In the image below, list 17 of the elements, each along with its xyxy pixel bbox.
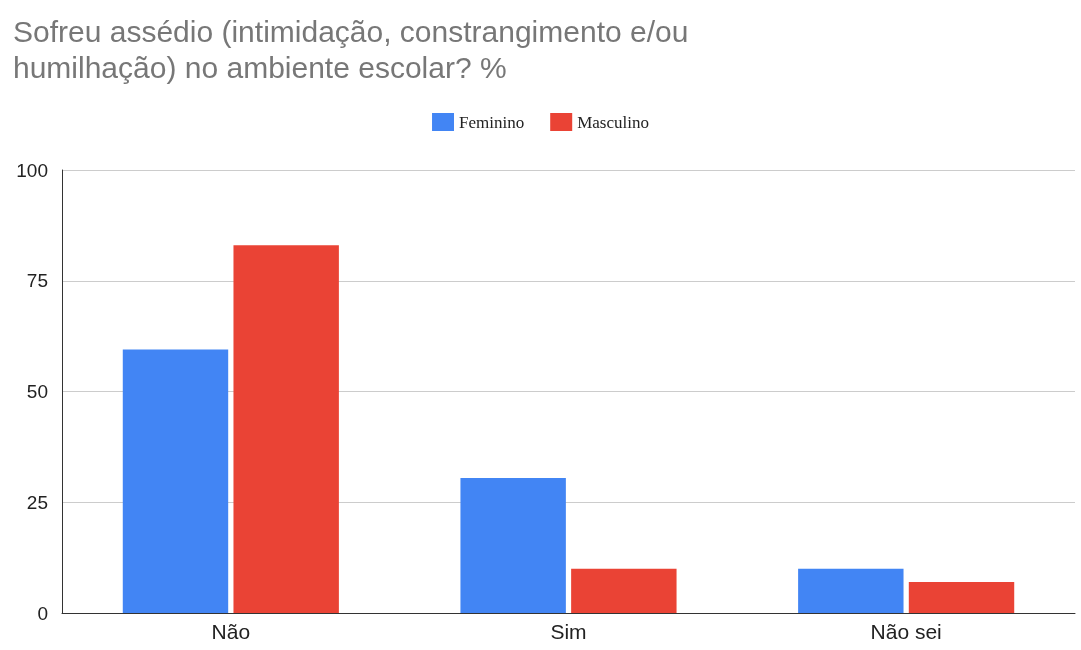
y-tick-label: 50 bbox=[26, 381, 48, 402]
x-tick-label: Não bbox=[211, 620, 251, 643]
bar bbox=[798, 568, 904, 613]
bar bbox=[908, 581, 1015, 613]
legend-label: Masculino bbox=[577, 112, 649, 132]
bar bbox=[460, 477, 566, 613]
y-tick-label: 25 bbox=[26, 491, 48, 513]
legend-label: Feminino bbox=[459, 112, 525, 132]
x-tick-label: Sim bbox=[550, 620, 587, 643]
bar bbox=[122, 349, 229, 613]
bar bbox=[233, 245, 339, 613]
y-tick-label: 0 bbox=[37, 602, 48, 624]
y-tick-label: 100 bbox=[16, 159, 48, 181]
x-tick-label: Não sei bbox=[870, 620, 942, 643]
bar bbox=[571, 568, 677, 613]
y-tick-label: 75 bbox=[26, 270, 48, 292]
chart-title: Sofreu assédio (intimidação, constrangimento e/ou humilhação) no ambiente escolar? % bbox=[13, 14, 689, 84]
